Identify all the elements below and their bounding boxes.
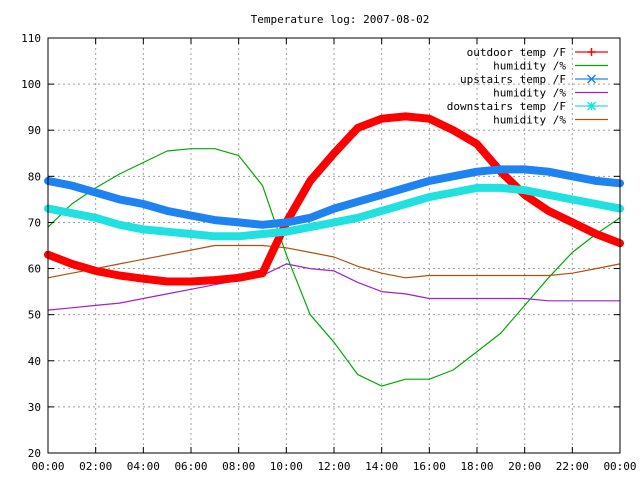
x-tick-label: 00:00 xyxy=(31,460,64,473)
series-layer xyxy=(44,112,624,387)
x-tick-label: 02:00 xyxy=(79,460,112,473)
legend-label: upstairs temp /F xyxy=(460,73,566,86)
series-line-0 xyxy=(44,112,624,286)
marker-stroke xyxy=(586,74,597,84)
y-tick-label: 20 xyxy=(28,447,41,460)
x-tick-label: 06:00 xyxy=(174,460,207,473)
x-tick-label: 12:00 xyxy=(317,460,350,473)
x-tick-label: 04:00 xyxy=(127,460,160,473)
plot-frame xyxy=(47,37,621,454)
x-tick-label: 16:00 xyxy=(413,460,446,473)
x-tick-label: 08:00 xyxy=(222,460,255,473)
legend-label: humidity /% xyxy=(493,60,566,73)
x-tick-label: 18:00 xyxy=(460,460,493,473)
x-tick-label: 14:00 xyxy=(365,460,398,473)
y-tick-label: 80 xyxy=(28,170,41,183)
series-line-3 xyxy=(47,263,621,311)
legend-label: downstairs temp /F xyxy=(447,100,566,113)
y-tick-label: 60 xyxy=(28,263,41,276)
y-tick-label: 50 xyxy=(28,309,41,322)
chart-title: Temperature log: 2007-08-02 xyxy=(251,13,430,26)
legend-marker xyxy=(586,74,597,84)
series-line-1 xyxy=(47,148,621,387)
x-tick-label: 20:00 xyxy=(508,460,541,473)
grid xyxy=(48,38,620,453)
y-tick-label: 90 xyxy=(28,124,41,137)
y-tick-label: 40 xyxy=(28,355,41,368)
x-tick-label: 10:00 xyxy=(270,460,303,473)
x-tick-label: 22:00 xyxy=(556,460,589,473)
legend-marker xyxy=(587,48,596,56)
series-line-5 xyxy=(47,244,621,279)
x-tick-label: 00:00 xyxy=(603,460,636,473)
legend-label: outdoor temp /F xyxy=(467,46,566,59)
y-tick-label: 110 xyxy=(21,32,41,45)
legend-label: humidity /% xyxy=(493,87,566,100)
legend-label: humidity /% xyxy=(493,114,566,127)
y-tick-label: 100 xyxy=(21,78,41,91)
axis-layer: 20 30 40 50 60 70 80 90 100 110 00:00 02:00 04:00 06:… xyxy=(21,32,636,473)
y-tick-label: 70 xyxy=(28,216,41,229)
series-line-2 xyxy=(44,165,624,229)
marker-stroke xyxy=(586,101,597,111)
legend-marker xyxy=(586,101,597,111)
series-line-4 xyxy=(44,183,624,241)
y-tick-label: 30 xyxy=(28,401,41,414)
